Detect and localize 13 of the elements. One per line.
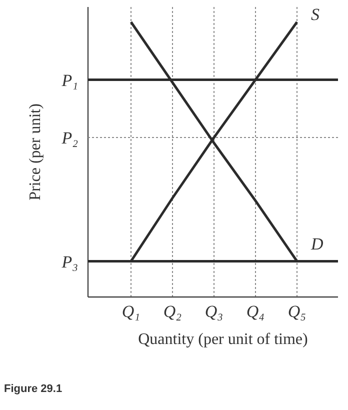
series-label: D xyxy=(310,234,324,254)
caption: Figure 29.1 xyxy=(4,383,62,395)
x-tick-label: Q₂ xyxy=(163,302,182,322)
y-axis-title: Price (per unit) xyxy=(27,104,44,200)
x-tick-label: Q₄ xyxy=(246,302,265,322)
x-axis-title: Quantity (per unit of time) xyxy=(138,331,308,348)
x-tick-label: Q₃ xyxy=(204,302,224,322)
series-label: S xyxy=(311,5,320,24)
ref-line-label: P₂ xyxy=(60,128,78,148)
ref-line-label: P₃ xyxy=(60,252,78,272)
ref-line-label: P₁ xyxy=(60,70,78,90)
x-tick-label: Q₅ xyxy=(288,302,306,322)
x-tick-label: Q₁ xyxy=(122,302,140,322)
